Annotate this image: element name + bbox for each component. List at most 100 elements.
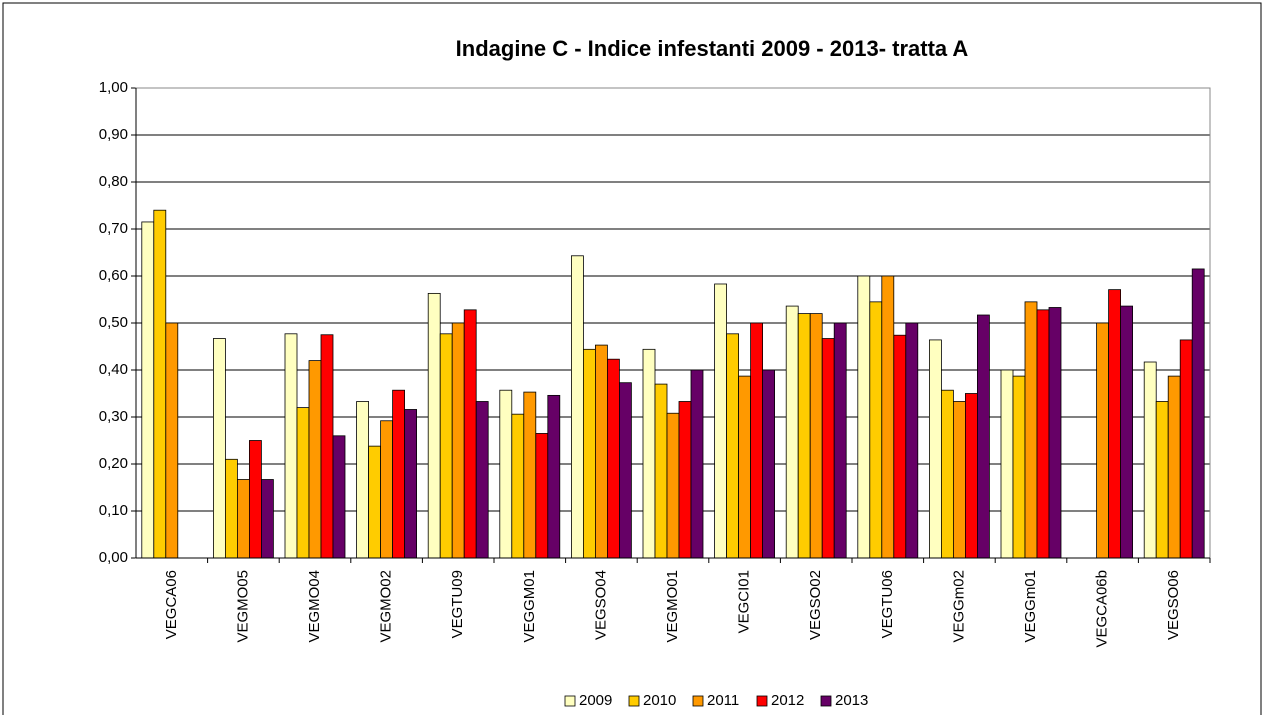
bar [404, 409, 418, 559]
x-tick-label: VEGGm01 [1022, 570, 1039, 643]
bar [368, 445, 382, 559]
bar [607, 358, 620, 559]
bar [260, 479, 274, 559]
bar [1000, 369, 1014, 559]
bar [1108, 289, 1121, 559]
x-tick-label: VEGSO02 [807, 570, 824, 640]
bar [941, 389, 954, 559]
bar [690, 369, 704, 559]
legend-label: 2013 [835, 692, 868, 709]
legend-swatch [756, 695, 768, 707]
bar [1191, 268, 1205, 559]
legend-label: 2012 [771, 692, 804, 709]
bar [929, 339, 942, 559]
y-tick-label: 0,70 [99, 220, 128, 237]
bar [296, 407, 310, 559]
bar [427, 292, 441, 559]
bar [714, 283, 727, 559]
bar [392, 389, 406, 559]
bar [212, 338, 226, 559]
bar [1179, 339, 1193, 559]
x-tick-label: VEGGm02 [950, 570, 967, 643]
bar [965, 393, 978, 559]
bar [523, 391, 537, 559]
legend-swatch [628, 695, 640, 707]
legend-label: 2009 [579, 692, 612, 709]
y-tick-label: 0,50 [99, 314, 128, 331]
bar [785, 305, 799, 559]
bar [451, 322, 465, 559]
bar [869, 301, 883, 559]
bar [165, 322, 179, 559]
bar [809, 313, 823, 559]
bar [821, 338, 835, 559]
y-tick-label: 0,10 [99, 502, 128, 519]
bar [1024, 301, 1038, 559]
bar [141, 221, 155, 559]
bar [1167, 375, 1181, 559]
bar [380, 420, 394, 559]
bar [1048, 307, 1062, 559]
bar [571, 255, 584, 559]
x-tick-label: VEGSO04 [592, 570, 609, 640]
y-tick-label: 0,80 [99, 173, 128, 190]
bar [320, 334, 334, 559]
x-tick-label: VEGMO05 [234, 570, 251, 643]
y-tick-label: 1,00 [99, 79, 128, 96]
bar [797, 313, 811, 559]
bar [642, 348, 656, 559]
bar [535, 433, 549, 559]
bar [881, 275, 895, 559]
bar [153, 209, 167, 559]
bar [762, 369, 775, 559]
y-tick-label: 0,40 [99, 361, 128, 378]
bar [224, 458, 238, 559]
chart-title: Indagine C - Indice infestanti 2009 - 20… [456, 36, 969, 61]
bar [583, 348, 596, 559]
y-tick-label: 0,00 [99, 549, 128, 566]
x-tick-label: VEGCI01 [736, 570, 753, 633]
bar [547, 394, 561, 559]
bar [619, 382, 632, 559]
legend-label: 2011 [707, 692, 739, 709]
bar [738, 375, 751, 559]
x-tick-label: VEGMO01 [664, 570, 681, 643]
bar [439, 333, 453, 559]
bar [857, 275, 871, 559]
bar [893, 334, 907, 559]
bar [248, 440, 262, 559]
bar [332, 435, 346, 559]
y-tick-label: 0,20 [99, 455, 128, 472]
legend-swatch [692, 695, 704, 707]
x-tick-label: VEGSO06 [1165, 570, 1182, 640]
bar [666, 412, 680, 559]
bar [475, 401, 489, 559]
bar [654, 383, 668, 559]
x-tick-label: VEGCA06b [1094, 570, 1111, 648]
bar [1036, 309, 1050, 559]
legend-swatch [564, 695, 576, 707]
x-tick-label: VEGCA06 [163, 570, 180, 639]
bar [511, 413, 525, 559]
bar [833, 322, 847, 559]
bar [1012, 375, 1026, 559]
bar [463, 309, 477, 559]
x-tick-label: VEGMO04 [306, 570, 323, 643]
bar [308, 360, 322, 559]
bar [905, 322, 919, 559]
bar [284, 333, 298, 559]
bar [1155, 401, 1169, 559]
bar [1096, 322, 1109, 559]
bar [953, 401, 966, 559]
y-tick-label: 0,90 [99, 126, 128, 143]
legend-swatch [820, 695, 832, 707]
bar [1143, 361, 1157, 559]
y-tick-label: 0,60 [99, 267, 128, 284]
bar [499, 389, 513, 559]
bar [1120, 305, 1133, 559]
x-tick-label: VEGTU06 [879, 570, 896, 638]
bar [595, 344, 608, 559]
x-tick-label: VEGMO02 [378, 570, 395, 643]
